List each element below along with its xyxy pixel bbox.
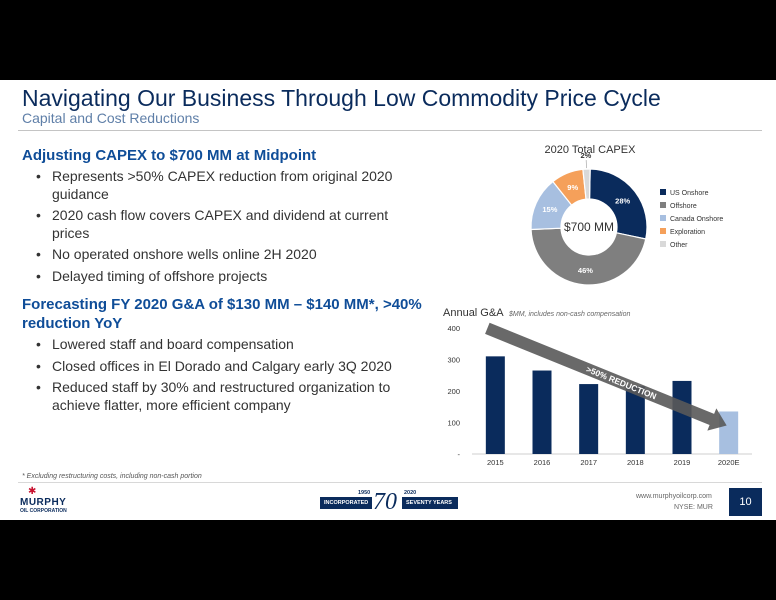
legend-label: Exploration: [670, 229, 705, 236]
star-icon: ✱: [28, 486, 37, 497]
legend-label: Offshore: [670, 203, 697, 210]
x-tick-label: 2017: [580, 458, 597, 466]
bullet-item: Reduced staff by 30% and restructured or…: [34, 379, 414, 414]
bullet-item: Closed offices in El Dorado and Calgary …: [34, 358, 414, 376]
y-tick-label: 100: [447, 419, 460, 428]
section-heading-capex: Adjusting CAPEX to $700 MM at Midpoint: [22, 147, 317, 164]
chart-subtitle: $MM, includes non-cash compensation: [508, 311, 631, 318]
x-tick-label: 2019: [674, 458, 691, 466]
anniversary-badge: 1950 2020 INCORPORATED 70 SEVENTY YEARS: [320, 489, 460, 517]
anniversary-number: 70: [373, 489, 397, 515]
anniversary-year-start: 1950: [358, 490, 371, 496]
legend-label: Other: [670, 242, 688, 249]
murphy-logo: ✱ MURPHY OIL CORPORATION: [20, 487, 80, 517]
x-tick-label: 2020E: [718, 458, 740, 466]
bar: [579, 384, 599, 454]
legend-label: US Onshore: [670, 190, 709, 197]
bullet-item: 2020 cash flow covers CAPEX and dividend…: [34, 207, 414, 242]
slide: Navigating Our Business Through Low Comm…: [0, 80, 776, 520]
bar: [485, 356, 505, 454]
page-title: Navigating Our Business Through Low Comm…: [22, 85, 661, 111]
legend-swatch: [660, 215, 666, 221]
bullet-item: No operated onshore wells online 2H 2020: [34, 246, 414, 264]
ga-bar-chart: Annual G&A $MM, includes non-cash compen…: [443, 307, 752, 466]
logo-subtitle: OIL CORPORATION: [20, 508, 67, 514]
y-tick-label: 300: [447, 356, 460, 365]
y-tick-label: 200: [447, 387, 460, 396]
arrow-shape: [485, 322, 727, 431]
pie-slice-label: 46%: [578, 266, 593, 275]
anniversary-year-end: 2020: [404, 490, 417, 496]
pie-slice-label: 2%: [580, 151, 591, 160]
stock-ticker: NYSE: MUR: [674, 504, 713, 511]
x-tick-label: 2015: [487, 458, 504, 466]
chart-title: Annual G&A: [443, 307, 504, 319]
bar: [532, 370, 552, 454]
anniversary-right-label: SEVENTY YEARS: [406, 500, 452, 506]
logo-name: MURPHY: [20, 497, 67, 508]
legend-label: Canada Onshore: [670, 216, 723, 223]
footer-divider: [18, 482, 762, 483]
anniversary-left-label: INCORPORATED: [324, 500, 369, 506]
bullet-item: Lowered staff and board compensation: [34, 336, 414, 354]
page-subtitle: Capital and Cost Reductions: [22, 110, 200, 126]
anniversary-right-band: [402, 497, 458, 509]
bullet-item: Delayed timing of offshore projects: [34, 268, 414, 286]
section-heading-ga: Forecasting FY 2020 G&A of $130 MM – $14…: [22, 296, 422, 332]
ga-bullet-list: Lowered staff and board compensation Clo…: [34, 336, 414, 418]
y-tick-label: -: [458, 450, 461, 459]
pie-slice-label: 9%: [567, 183, 578, 192]
legend-swatch: [660, 202, 666, 208]
pie-slice: [530, 227, 647, 286]
pie-slice-label: 15%: [542, 205, 557, 214]
capex-donut-chart: 2020 Total CAPEX 28% 46% 15% 9% 2% $700 MM U…: [530, 144, 723, 286]
pie-slice: [588, 168, 648, 240]
bullet-item: Represents >50% CAPEX reduction from ori…: [34, 168, 414, 203]
pie-slice: [582, 168, 591, 200]
reduction-arrow: >50% REDUCTION: [485, 322, 727, 431]
x-tick-label: 2018: [627, 458, 644, 466]
y-tick-label: 400: [447, 324, 460, 333]
page-number: 10: [729, 488, 762, 516]
legend-swatch: [660, 228, 666, 234]
website-link[interactable]: www.murphyoilcorp.com: [636, 493, 712, 500]
x-tick-label: 2016: [534, 458, 551, 466]
donut-center-label: $700 MM: [564, 220, 614, 234]
footnote: * Excluding restructuring costs, includi…: [22, 473, 202, 480]
title-divider: [18, 130, 762, 131]
bar: [672, 380, 692, 454]
legend-swatch: [660, 189, 666, 195]
legend-swatch: [660, 241, 666, 247]
capex-bullet-list: Represents >50% CAPEX reduction from ori…: [34, 168, 414, 289]
pie-slice-label: 28%: [615, 196, 630, 205]
bar: [625, 386, 645, 454]
anniversary-left-band: [320, 497, 372, 509]
chart-title: 2020 Total CAPEX: [545, 144, 637, 156]
